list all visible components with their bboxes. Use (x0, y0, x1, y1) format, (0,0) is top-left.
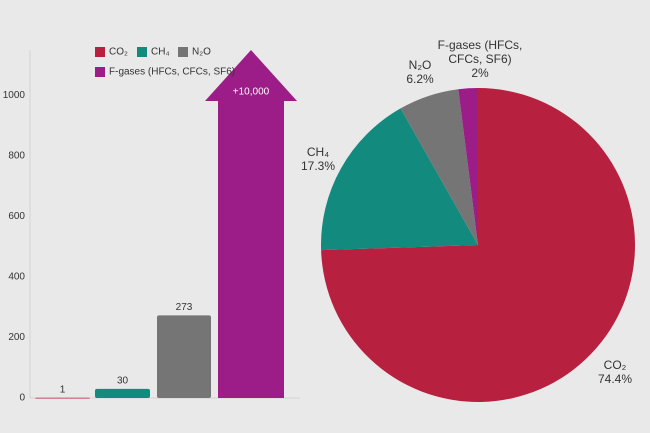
pie-label-name: CH₄ (306, 145, 330, 159)
pie-label: CH₄ 17.3% (301, 145, 335, 173)
y-tick-label: 600 (8, 211, 25, 222)
pie-label-value: 17.3% (300, 159, 336, 173)
y-tick-label: 200 (8, 332, 25, 343)
pie-label-value: 74.4% (597, 372, 633, 386)
pie-slice (321, 88, 635, 402)
value-label: +10,000 (233, 87, 270, 98)
legend-swatch (137, 47, 147, 57)
value-label: 1 (60, 384, 66, 395)
bar (35, 397, 90, 399)
bar (218, 100, 284, 398)
bar (95, 388, 150, 398)
y-tick-label: 1000 (3, 90, 26, 101)
legend-swatch (95, 47, 105, 57)
value-label: 273 (176, 302, 193, 313)
pie-slice (321, 108, 478, 251)
pie-slice (458, 88, 478, 245)
legend-label: CO₂ (109, 47, 128, 58)
legend-swatch (178, 47, 188, 57)
pie-label-value: 2% (471, 66, 489, 80)
legend-label: F-gases (HFCs, CFCs, SF6) (109, 67, 235, 78)
legend-label: CH₄ (151, 47, 170, 58)
value-label: 30 (117, 376, 129, 387)
legend-swatch (95, 67, 105, 77)
pie-label: F-gases (HFCs, CFCs, SF6) 2% (430, 38, 530, 80)
pie-slice (400, 89, 478, 245)
bar (157, 315, 211, 398)
pie-label: CO₂ 74.4% (598, 358, 632, 386)
y-tick-label: 800 (8, 151, 25, 162)
pie-label-name: F-gases (HFCs, CFCs, SF6) (437, 38, 523, 66)
legend-label: N₂O (192, 47, 211, 58)
pie-label: N₂O 6.2% (406, 58, 433, 86)
pie-label-value: 6.2% (406, 72, 434, 86)
bar-arrowhead (205, 50, 297, 101)
y-tick-label: 400 (8, 272, 25, 283)
y-tick-label: 0 (19, 393, 25, 404)
bars (218, 100, 284, 398)
pie-label-name: CO₂ (603, 358, 627, 372)
pie-label-name: N₂O (408, 58, 432, 72)
